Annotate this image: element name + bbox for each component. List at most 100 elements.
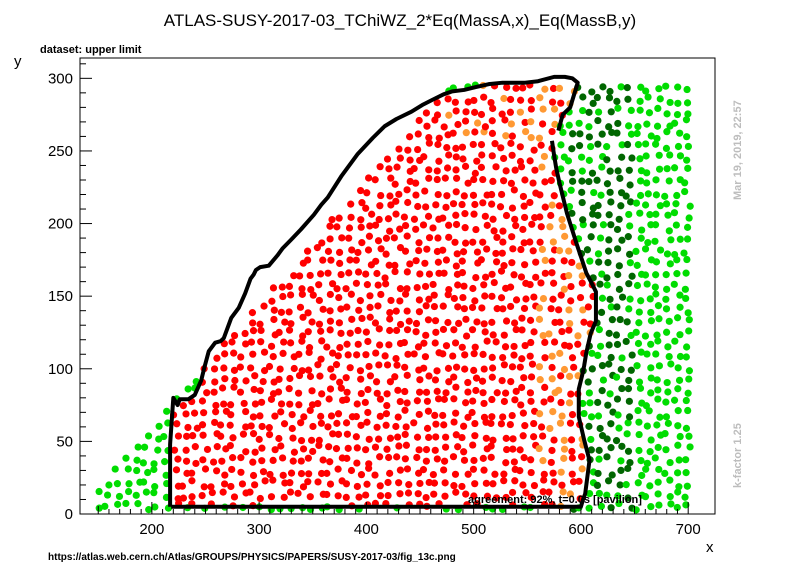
data-point — [565, 372, 574, 380]
data-point — [604, 247, 613, 255]
data-point — [566, 490, 574, 498]
data-point — [666, 493, 674, 501]
data-point — [454, 443, 462, 451]
data-point — [599, 376, 608, 384]
data-point — [478, 151, 486, 159]
data-point — [636, 97, 644, 105]
data-point — [236, 363, 244, 371]
data-point — [506, 283, 515, 291]
data-point — [537, 141, 545, 149]
data-point — [472, 386, 480, 395]
data-point — [458, 143, 467, 151]
data-point — [517, 273, 526, 281]
data-point — [594, 412, 603, 420]
data-point — [290, 448, 299, 456]
data-point — [598, 163, 606, 171]
data-point — [317, 412, 325, 420]
data-point — [682, 116, 691, 124]
data-point — [618, 442, 626, 450]
data-point — [450, 326, 458, 334]
data-point — [578, 453, 586, 461]
data-point — [541, 354, 549, 362]
data-point — [383, 390, 391, 398]
data-point — [424, 316, 433, 324]
data-point — [362, 270, 370, 278]
data-point — [502, 132, 510, 140]
data-point — [353, 400, 361, 408]
data-point — [415, 308, 424, 316]
data-point — [670, 396, 679, 404]
data-point — [402, 423, 410, 431]
data-point — [412, 225, 420, 233]
data-point — [547, 458, 555, 467]
data-point — [410, 215, 419, 223]
data-point — [473, 157, 481, 165]
data-point — [536, 191, 544, 199]
data-point — [497, 267, 506, 275]
data-point — [664, 419, 672, 427]
data-point — [684, 389, 692, 397]
data-point — [548, 127, 556, 136]
data-point — [249, 430, 258, 438]
data-point — [416, 270, 424, 278]
data-point — [278, 283, 286, 291]
data-point — [364, 246, 373, 254]
data-point — [382, 410, 391, 418]
data-point — [337, 270, 345, 279]
data-point — [415, 246, 423, 255]
data-point — [634, 123, 642, 131]
data-point — [637, 234, 645, 242]
data-point — [326, 290, 334, 299]
data-point — [652, 258, 661, 266]
data-point — [623, 318, 631, 326]
data-point — [423, 245, 431, 253]
data-point — [568, 169, 576, 177]
data-point — [258, 398, 266, 406]
data-point — [626, 459, 634, 467]
data-point — [450, 418, 458, 426]
data-point — [115, 492, 124, 501]
data-point — [294, 489, 302, 497]
data-point — [509, 245, 517, 253]
data-point — [221, 471, 229, 479]
data-point — [479, 350, 487, 359]
data-point — [516, 363, 524, 371]
y-tick-label: 300 — [48, 70, 73, 87]
data-point — [613, 303, 621, 311]
data-point — [395, 190, 403, 198]
data-point — [314, 478, 322, 486]
data-point — [540, 470, 548, 478]
data-point — [458, 482, 466, 491]
data-point — [594, 469, 602, 478]
data-point — [258, 422, 266, 431]
data-point — [462, 108, 470, 116]
data-point — [526, 238, 534, 246]
data-point — [580, 409, 588, 418]
data-point — [541, 383, 549, 392]
data-point — [477, 163, 486, 171]
data-point — [413, 453, 421, 462]
data-point — [500, 94, 508, 103]
data-point — [326, 222, 334, 230]
data-point — [406, 177, 414, 186]
data-point — [623, 140, 632, 149]
data-point — [522, 127, 530, 136]
data-point — [464, 179, 472, 187]
data-point — [548, 352, 556, 360]
data-point — [547, 211, 555, 220]
data-point — [459, 248, 468, 256]
data-point — [596, 424, 604, 433]
data-point — [567, 436, 576, 444]
x-axis-label: x — [706, 539, 714, 556]
data-point — [498, 249, 506, 257]
data-point — [652, 290, 660, 298]
data-point — [638, 226, 646, 234]
data-point — [481, 123, 490, 131]
data-point — [323, 490, 331, 499]
data-point — [420, 339, 428, 347]
data-point — [647, 374, 655, 382]
data-point — [326, 317, 335, 325]
data-point — [425, 433, 433, 442]
data-point — [434, 234, 442, 242]
data-point — [527, 373, 536, 381]
